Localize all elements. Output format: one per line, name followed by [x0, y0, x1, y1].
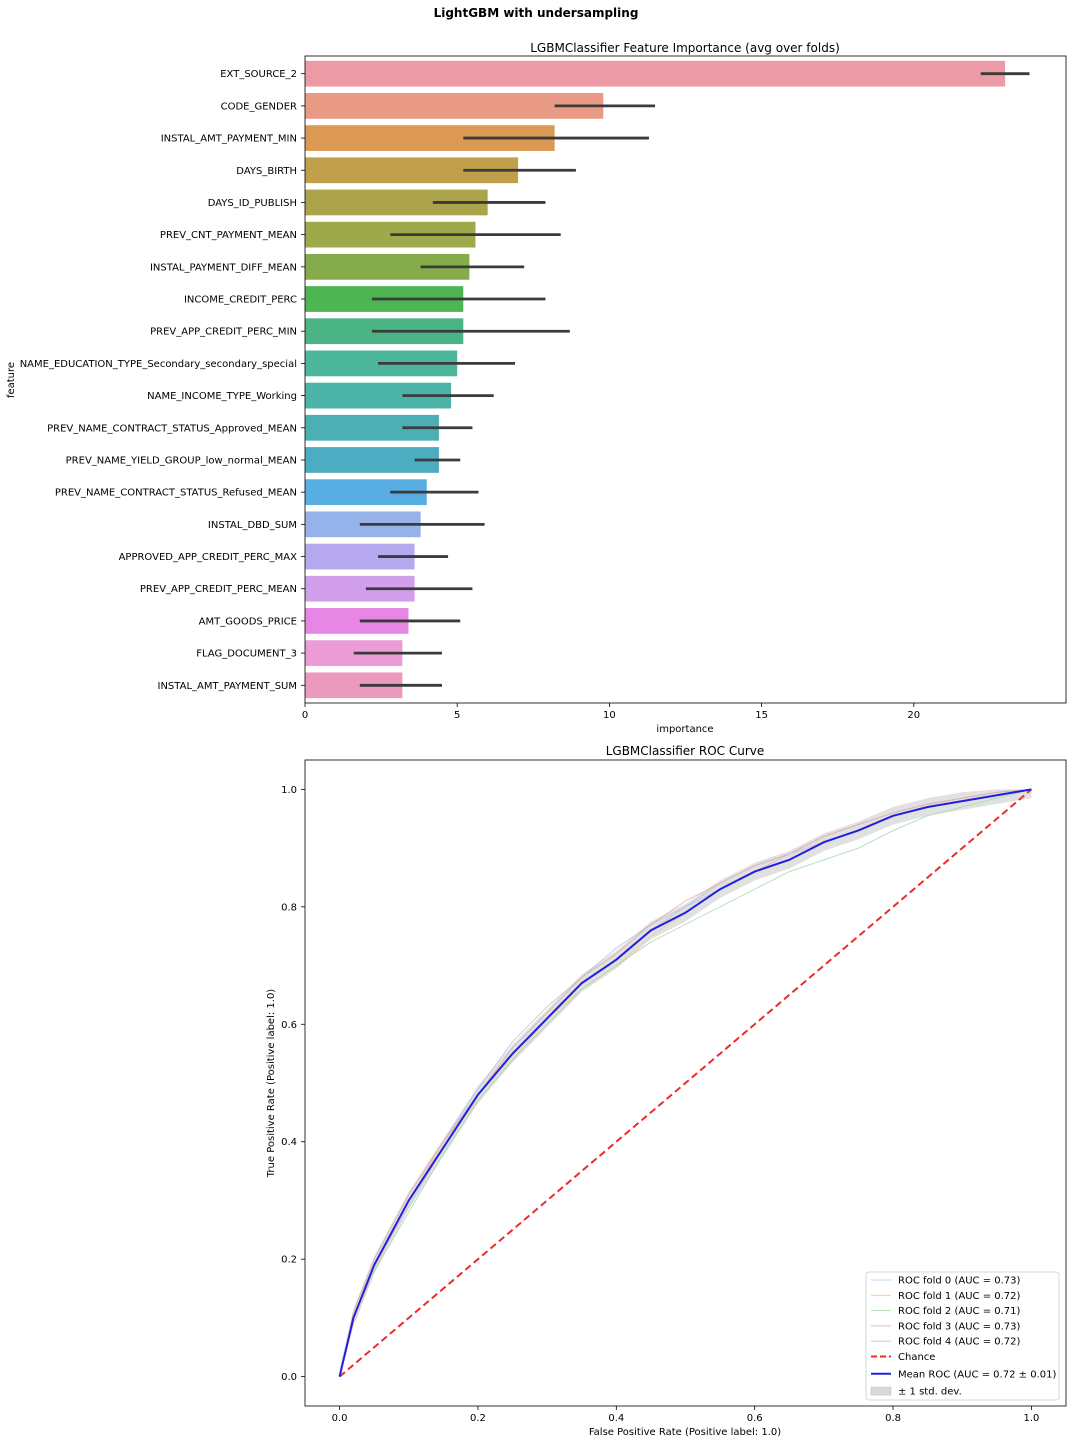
y-tick-label: EXT_SOURCE_2 — [220, 69, 297, 80]
y-tick-label: AMT_GOODS_PRICE — [199, 616, 297, 627]
figure-suptitle: LightGBM with undersampling — [434, 6, 639, 20]
roc-x-ticks: 0.0 0.2 0.4 0.6 0.8 1.0 — [332, 1406, 1039, 1424]
y-tick-label: PREV_APP_CREDIT_PERC_MEAN — [140, 584, 297, 595]
feature-importance-bars — [305, 60, 1006, 699]
feature-importance-x-ticks: 0 5 10 15 20 — [302, 703, 920, 721]
x-tick-label: 20 — [907, 710, 920, 721]
legend-label: Chance — [898, 1352, 935, 1363]
x-tick-label: 0.6 — [747, 1413, 763, 1424]
y-tick-label: NAME_INCOME_TYPE_Working — [147, 391, 297, 402]
legend-label: ROC fold 2 (AUC = 0.71) — [898, 1306, 1021, 1317]
roc-y-ticks: 0.0 0.2 0.4 0.6 0.8 1.0 — [281, 785, 305, 1383]
chance-line — [338, 788, 1033, 1378]
x-tick-label: 1.0 — [1023, 1413, 1039, 1424]
roc-curve-title: LGBMClassifier ROC Curve — [606, 744, 765, 758]
y-tick-label: INSTAL_AMT_PAYMENT_MIN — [161, 134, 297, 145]
y-tick-label: PREV_CNT_PAYMENT_MEAN — [160, 230, 297, 241]
y-tick-label: 0.2 — [281, 1255, 297, 1266]
legend-swatch — [870, 1386, 892, 1396]
roc-legend: ROC fold 0 (AUC = 0.73) ROC fold 1 (AUC =… — [865, 1271, 1060, 1401]
y-tick-label: 0.6 — [281, 1020, 297, 1031]
y-tick-label: PREV_APP_CREDIT_PERC_MIN — [150, 327, 297, 338]
legend-label: ± 1 std. dev. — [898, 1387, 962, 1398]
legend-box — [865, 1271, 1060, 1401]
importance-bar — [305, 60, 1006, 87]
y-tick-label: PREV_NAME_CONTRACT_STATUS_Refused_MEAN — [55, 488, 297, 499]
legend-label: ROC fold 1 (AUC = 0.72) — [898, 1291, 1021, 1302]
y-tick-label: INSTAL_AMT_PAYMENT_SUM — [158, 681, 298, 692]
y-tick-label: DAYS_ID_PUBLISH — [208, 198, 297, 209]
roc-x-axis-label: False Positive Rate (Positive label: 1.0… — [589, 1427, 781, 1438]
feature-importance-chart: LGBMClassifier Feature Importance (avg o… — [6, 41, 1067, 735]
y-tick-label: PREV_NAME_CONTRACT_STATUS_Approved_MEAN — [47, 423, 297, 434]
y-tick-label: CODE_GENDER — [221, 101, 297, 112]
y-tick-label: DAYS_BIRTH — [236, 166, 297, 177]
legend-label: ROC fold 0 (AUC = 0.73) — [898, 1276, 1021, 1287]
y-tick-label: NAME_EDUCATION_TYPE_Secondary_secondary_… — [20, 359, 297, 370]
y-tick-label: 0.8 — [281, 902, 297, 913]
x-tick-label: 5 — [454, 710, 460, 721]
mean-roc-line — [338, 788, 1032, 1377]
x-tick-label: 15 — [755, 710, 768, 721]
x-tick-label: 0.0 — [332, 1413, 348, 1424]
legend-label: Mean ROC (AUC = 0.72 ± 0.01) — [898, 1369, 1056, 1380]
y-tick-label: INSTAL_DBD_SUM — [208, 520, 297, 531]
feature-importance-title: LGBMClassifier Feature Importance (avg o… — [530, 41, 840, 55]
y-tick-label: 1.0 — [281, 785, 297, 796]
y-tick-label: INSTAL_PAYMENT_DIFF_MEAN — [150, 262, 297, 273]
feature-importance-y-tick-labels: EXT_SOURCE_2 CODE_GENDER INSTAL_AMT_PAYMEN… — [20, 69, 305, 692]
legend-label: ROC fold 3 (AUC = 0.73) — [898, 1321, 1021, 1332]
x-tick-label: 0 — [302, 710, 308, 721]
feature-importance-error-bars — [353, 72, 1030, 687]
y-tick-label: INCOME_CREDIT_PERC — [184, 295, 297, 306]
roc-curve-chart: LGBMClassifier ROC Curve 0.0 0.2 0.4 0.6 0.8… — [266, 744, 1067, 1438]
feature-importance-y-axis-label: feature — [6, 362, 17, 398]
y-tick-label: 0.4 — [281, 1137, 297, 1148]
roc-plot-frame — [304, 759, 1067, 1407]
y-tick-label: PREV_NAME_YIELD_GROUP_low_normal_MEAN — [66, 455, 297, 466]
y-tick-label: APPROVED_APP_CREDIT_PERC_MAX — [119, 552, 298, 563]
roc-fold-line — [339, 788, 1032, 1377]
feature-importance-x-axis-label: importance — [656, 724, 713, 735]
importance-bar — [305, 93, 604, 119]
x-tick-label: 0.4 — [608, 1413, 624, 1424]
x-tick-label: 10 — [603, 710, 616, 721]
x-tick-label: 0.8 — [885, 1413, 901, 1424]
feature-importance-plot-frame — [304, 55, 1067, 704]
roc-fold-line — [339, 788, 1032, 1377]
y-tick-label: 0.0 — [281, 1372, 297, 1383]
roc-lines — [338, 788, 1033, 1378]
roc-y-axis-label: True Positive Rate (Positive label: 1.0) — [266, 989, 277, 1179]
y-tick-label: FLAG_DOCUMENT_3 — [196, 649, 297, 660]
x-tick-label: 0.2 — [470, 1413, 486, 1424]
legend-label: ROC fold 4 (AUC = 0.72) — [898, 1337, 1021, 1348]
